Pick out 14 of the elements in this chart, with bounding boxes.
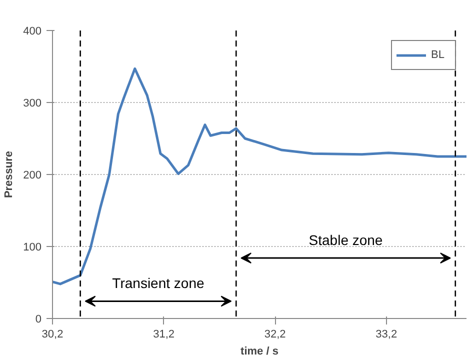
y-tick-label: 200 (23, 170, 42, 182)
annotation: Stable zone (308, 232, 383, 248)
x-axis-title: time / s (240, 346, 278, 358)
y-axis-title: Pressure (3, 150, 16, 198)
y-tick-label: 400 (23, 26, 42, 38)
legend-label: BL (431, 49, 446, 61)
x-tick-label: 30,2 (42, 328, 64, 340)
annotation: Transient zone (112, 275, 204, 292)
x-tick-label: 32,2 (264, 328, 286, 340)
y-tick-label: 300 (23, 98, 42, 110)
y-tick-label: 0 (35, 314, 42, 326)
x-tick-label: 31,2 (153, 328, 175, 340)
x-tick-label: 33,2 (376, 328, 398, 340)
y-tick-label: 100 (23, 242, 42, 254)
